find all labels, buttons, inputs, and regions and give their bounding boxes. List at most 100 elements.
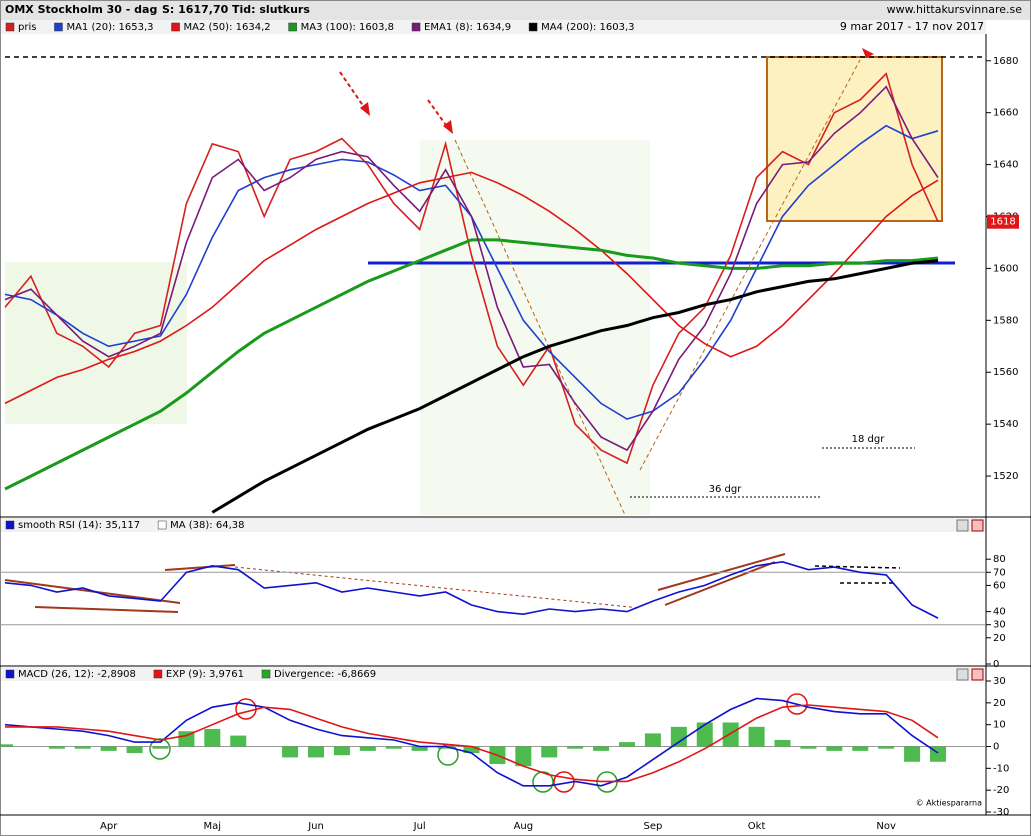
trend-line	[814, 565, 901, 569]
arrow-head	[360, 102, 370, 116]
divergence-bar	[515, 746, 532, 767]
divergence-bar	[748, 726, 765, 747]
zoom-button[interactable]	[956, 519, 969, 532]
legend-swatch	[261, 669, 271, 679]
close-button[interactable]	[971, 668, 984, 681]
legend-label: MA1 (20): 1653,3	[66, 22, 153, 33]
chart-title: OMX Stockholm 30 - dag	[5, 3, 157, 16]
series-line	[4, 697, 939, 787]
divergence-bar	[463, 746, 480, 754]
divergence-bar	[619, 742, 635, 747]
y-tick-label: 1560	[993, 367, 1018, 378]
series-line	[4, 238, 939, 491]
arrow-head	[443, 120, 453, 134]
trend-line	[639, 59, 861, 471]
divergence-bar	[48, 746, 65, 749]
divergence-bar	[282, 746, 299, 758]
divergence-bar	[593, 746, 610, 751]
x-tick-label: Jun	[307, 821, 324, 832]
legend-swatch	[157, 520, 167, 530]
divergence-bar	[74, 746, 91, 749]
y-tick-label: 0	[993, 742, 999, 753]
legend-swatch	[411, 22, 421, 32]
close-button[interactable]	[971, 519, 984, 532]
divergence-bar	[774, 739, 791, 747]
series-line	[4, 171, 939, 405]
credit: © Aktiespararna	[916, 799, 982, 808]
highlight-zone	[5, 262, 187, 424]
divergence-bar	[411, 746, 428, 751]
legend-label: MACD (26, 12): -2,8908	[18, 669, 136, 680]
divergence-bar	[670, 726, 687, 747]
divergence-bar	[100, 746, 117, 751]
divergence-bar	[204, 729, 221, 747]
x-tick-label: Sep	[643, 821, 662, 832]
legend-swatch	[288, 22, 297, 32]
legend-swatch	[54, 22, 63, 32]
x-tick-label: Nov	[876, 821, 896, 832]
legend-label: MA2 (50): 1634,2	[184, 22, 271, 33]
y-tick-label: -20	[993, 785, 1009, 796]
y-tick-label: 1680	[993, 56, 1018, 67]
legend-swatch	[528, 22, 538, 32]
divergence-bar	[178, 731, 195, 747]
header-bar	[0, 0, 1031, 20]
y-tick-label: 1520	[993, 471, 1018, 482]
source: www.hittakursvinnare.se	[887, 3, 1023, 16]
divergence-bar	[644, 733, 661, 747]
y-tick-label: 30	[993, 620, 1006, 631]
signal-circle	[786, 693, 808, 715]
y-tick-label: -10	[993, 763, 1009, 774]
y-tick-label: 1540	[993, 419, 1018, 430]
divergence-bar	[152, 746, 169, 749]
y-tick-label: 20	[993, 698, 1006, 709]
divergence-bar	[385, 746, 402, 749]
x-tick-label: Jul	[413, 821, 426, 832]
legend-swatch	[5, 520, 15, 530]
arrow	[427, 99, 449, 129]
legend-label: MA4 (200): 1603,3	[541, 22, 634, 33]
divergence-bar	[878, 746, 895, 749]
legend-label: MA (38): 64,38	[170, 520, 244, 531]
info: S: 1617,70	[162, 3, 229, 16]
divergence-bar	[359, 746, 376, 751]
y-tick-label: 1660	[993, 108, 1018, 119]
arrow-head	[862, 48, 874, 58]
x-tick-label: Maj	[204, 821, 222, 832]
y-tick-label: 1580	[993, 315, 1018, 326]
divergence-bar	[826, 746, 843, 751]
subtitle: 9 mar 2017 - 17 nov 2017	[840, 20, 984, 33]
legend-label: pris	[18, 22, 36, 33]
legend-swatch	[5, 669, 15, 679]
zoom-button[interactable]	[956, 668, 969, 681]
divergence-bar	[308, 746, 324, 758]
x-tick-label: Okt	[748, 821, 766, 832]
divergence-bar	[904, 746, 921, 762]
divergence-bar	[437, 746, 454, 749]
trend-line	[664, 561, 776, 606]
y-tick-label: 70	[993, 567, 1006, 578]
y-tick-label: 40	[993, 607, 1006, 618]
series-line	[211, 259, 939, 514]
series-line	[4, 560, 939, 619]
arrow	[339, 71, 367, 111]
divergence-bar	[800, 746, 817, 749]
annotation: 18 dgr	[852, 434, 886, 445]
divergence-bar	[567, 746, 584, 749]
trend-line	[164, 564, 236, 571]
trend-line	[454, 139, 626, 516]
series-line	[4, 85, 939, 452]
trend-line	[234, 566, 641, 609]
y-tick-label: -30	[993, 807, 1009, 818]
divergence-bar	[852, 746, 869, 751]
legend-label: EMA1 (8): 1634,9	[424, 22, 511, 33]
last-value-box	[987, 214, 1019, 229]
info: Tid: slutkurs	[232, 3, 310, 16]
y-tick-label: 20	[993, 633, 1006, 644]
legend-bar	[0, 518, 986, 532]
divergence-bar	[126, 746, 143, 754]
annotation: 36 dgr	[709, 484, 743, 495]
series-line	[4, 72, 939, 465]
y-tick-label: 10	[993, 720, 1006, 731]
